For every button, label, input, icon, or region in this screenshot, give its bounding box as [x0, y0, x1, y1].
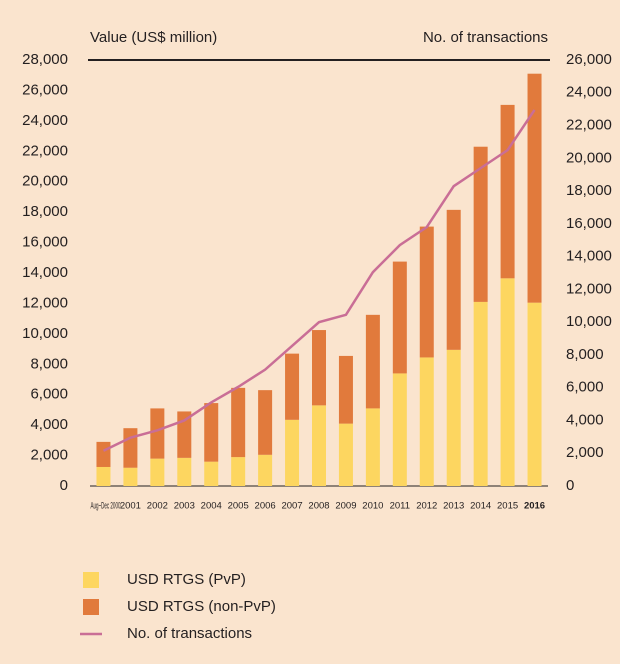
bar: [258, 390, 273, 455]
bar: [527, 302, 542, 486]
y2-tick-label: 20,000: [566, 149, 612, 166]
y2-tick-label: 10,000: [566, 313, 612, 330]
x-tick-label: 2003: [174, 501, 195, 512]
y2-tick-label: 2,000: [566, 444, 604, 461]
bar: [285, 353, 300, 420]
y2-tick-label: 8,000: [566, 346, 604, 363]
y2-tick-label: 0: [566, 477, 574, 494]
bar: [338, 423, 353, 486]
y2-tick-label: 22,000: [566, 117, 612, 134]
bar: [500, 278, 515, 486]
bar: [312, 330, 326, 406]
bar: [231, 387, 246, 458]
y2-tick-label: 4,000: [566, 411, 604, 428]
bar: [150, 408, 165, 459]
y-tick-label: 2,000: [30, 447, 68, 464]
y-tick-label: 4,000: [30, 416, 68, 433]
y-tick-label: 10,000: [22, 325, 68, 342]
x-tick-label: 2008: [308, 501, 329, 512]
y2-tick-label: 18,000: [566, 182, 612, 199]
x-tick-label: 2016: [524, 501, 545, 512]
bar: [177, 457, 192, 486]
y-tick-label: 18,000: [22, 203, 68, 220]
legend-label: No. of transactions: [127, 625, 252, 642]
bar: [204, 403, 219, 462]
bar: [365, 408, 380, 486]
bar: [258, 454, 273, 486]
x-tick-label: 2009: [335, 501, 356, 512]
y2-tick-label: 24,000: [566, 84, 612, 101]
y-tick-label: 16,000: [22, 234, 68, 251]
x-tick-label: 2007: [281, 501, 302, 512]
x-tick-label: 2002: [147, 501, 168, 512]
line: [102, 109, 536, 452]
bar: [150, 458, 165, 486]
y2-tick-label: 12,000: [566, 280, 612, 297]
y-tick-label: 8,000: [30, 355, 68, 372]
x-tick-label: 2010: [362, 501, 383, 512]
x-tick-label: 2015: [497, 501, 518, 512]
bar: [365, 314, 380, 409]
bar: [123, 467, 138, 486]
legend-swatch: [83, 599, 99, 615]
y-axis-title: Value (US$ million): [90, 29, 217, 46]
bar: [392, 373, 407, 486]
x-tick-label: 2014: [470, 501, 491, 512]
y2-axis-title: No. of transactions: [423, 29, 548, 46]
y2-tick-label: 26,000: [566, 51, 612, 68]
bar: [473, 301, 488, 486]
bar: [231, 457, 246, 486]
bar: [204, 461, 219, 486]
x-tick-label: 2005: [228, 501, 249, 512]
x-tick-label: 2012: [416, 501, 437, 512]
y-tick-label: 20,000: [22, 173, 68, 190]
bar: [285, 419, 300, 486]
y2-tick-label: 14,000: [566, 248, 612, 265]
bar: [527, 73, 542, 303]
bar: [96, 441, 111, 467]
x-tick-label: 2006: [255, 501, 276, 512]
x-tick-label: 2001: [120, 501, 141, 512]
legend-label: USD RTGS (non-PvP): [127, 598, 276, 615]
y-tick-label: 0: [60, 477, 68, 494]
legend-swatch: [83, 572, 99, 588]
bar: [419, 226, 434, 358]
bar: [446, 349, 461, 486]
x-tick-label: 2011: [390, 501, 410, 512]
bar: [312, 405, 326, 486]
bar: [123, 428, 138, 468]
x-tick-label: 2004: [201, 501, 222, 512]
bar: [338, 355, 353, 424]
y-tick-label: 24,000: [22, 112, 68, 129]
y-tick-label: 14,000: [22, 264, 68, 281]
y-tick-label: 22,000: [22, 142, 68, 159]
bar: [419, 357, 434, 486]
bar: [500, 104, 515, 279]
x-tick-label: Aug−Dec 2000: [90, 501, 120, 512]
bar: [392, 261, 407, 374]
y2-tick-label: 16,000: [566, 215, 612, 232]
legend-label: USD RTGS (PvP): [127, 571, 246, 588]
y-tick-label: 12,000: [22, 294, 68, 311]
y-tick-label: 6,000: [30, 386, 68, 403]
bar: [446, 209, 461, 350]
y-tick-label: 26,000: [22, 81, 68, 98]
bar: [96, 466, 111, 486]
x-tick-label: 2013: [443, 501, 464, 512]
y-tick-label: 28,000: [22, 51, 68, 68]
y2-tick-label: 6,000: [566, 379, 604, 396]
bar: [473, 146, 488, 302]
